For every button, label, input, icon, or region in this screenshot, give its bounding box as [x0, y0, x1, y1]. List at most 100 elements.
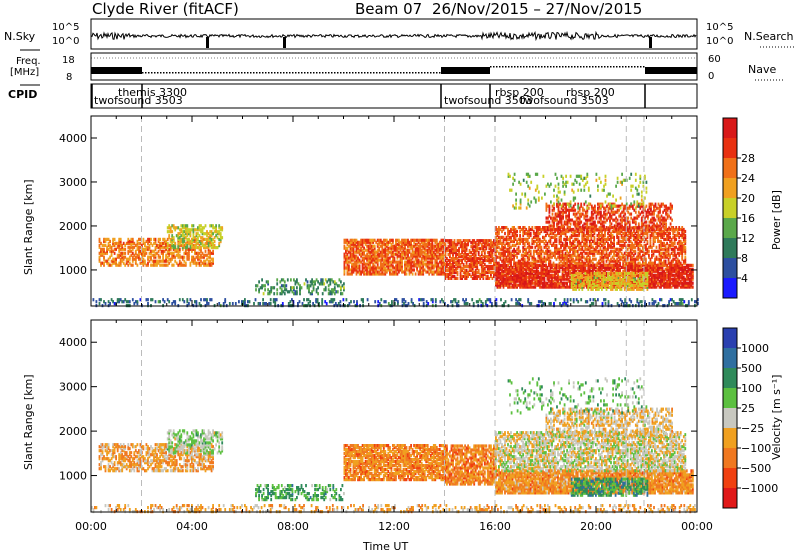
- nave-dot: [643, 66, 645, 68]
- data-cell: [501, 229, 503, 234]
- data-cell: [389, 250, 391, 254]
- data-cell: [429, 268, 432, 272]
- data-cell: [407, 254, 409, 258]
- data-cell: [546, 247, 549, 251]
- data-cell: [505, 269, 508, 273]
- data-cell: [446, 249, 448, 253]
- data-cell: [355, 266, 358, 270]
- data-cell: [528, 245, 531, 249]
- data-cell: [458, 255, 460, 259]
- data-cell: [219, 236, 222, 240]
- nave-dot: [616, 66, 618, 68]
- data-cell: [507, 259, 509, 263]
- data-cell: [204, 298, 207, 302]
- data-cell: [258, 290, 260, 294]
- data-cell: [476, 258, 479, 263]
- data-cell: [672, 273, 675, 277]
- data-cell: [575, 265, 578, 269]
- data-cell: [361, 242, 364, 246]
- data-cell: [154, 259, 157, 263]
- data-cell: [375, 260, 378, 264]
- data-cell: [312, 284, 315, 288]
- data-cell: [162, 253, 164, 257]
- data-cell: [127, 237, 130, 241]
- data-cell: [200, 230, 202, 234]
- data-cell: [522, 241, 525, 245]
- data-cell: [655, 267, 658, 271]
- data-cell: [283, 284, 286, 288]
- data-cell: [531, 273, 534, 277]
- data-cell: [309, 300, 311, 304]
- data-cell: [572, 265, 575, 269]
- data-cell: [664, 273, 667, 277]
- data-cell: [535, 277, 538, 281]
- data-cell: [189, 246, 192, 250]
- data-cell: [508, 257, 511, 261]
- data-cell: [147, 255, 149, 259]
- data-cell: [420, 270, 423, 274]
- data-cell: [124, 251, 127, 255]
- data-cell: [499, 263, 502, 267]
- data-cell: [658, 285, 661, 289]
- data-cell: [622, 269, 625, 273]
- data-cell: [303, 298, 305, 302]
- data-cell: [468, 268, 471, 272]
- data-cell: [358, 268, 361, 272]
- data-cell: [552, 273, 555, 277]
- data-cell: [107, 243, 110, 247]
- data-cell: [297, 302, 299, 306]
- data-cell: [419, 252, 422, 256]
- data-cell: [502, 237, 505, 241]
- data-cell: [495, 257, 497, 261]
- data-cell: [153, 261, 155, 265]
- data-cell: [561, 275, 564, 279]
- data-cell: [502, 257, 505, 261]
- data-cell: [194, 300, 196, 304]
- data-cell: [462, 274, 465, 278]
- data-cell: [658, 265, 661, 269]
- data-cell: [551, 275, 553, 279]
- data-cell: [203, 263, 205, 267]
- data-cell: [115, 261, 117, 265]
- data-cell: [576, 281, 579, 285]
- nave-dot: [376, 72, 378, 74]
- data-cell: [321, 282, 324, 286]
- data-cell: [666, 263, 668, 267]
- data-cell: [581, 269, 584, 273]
- data-cell: [127, 245, 130, 249]
- data-cell: [352, 244, 355, 248]
- data-cell: [432, 238, 435, 242]
- data-cell: [502, 263, 505, 267]
- data-cell: [141, 251, 143, 255]
- data-cell: [548, 261, 550, 265]
- data-cell: [390, 246, 393, 250]
- data-cell: [543, 279, 546, 283]
- data-cell: [687, 302, 690, 306]
- data-cell: [414, 252, 417, 256]
- data-cell: [452, 270, 454, 274]
- data-cell: [670, 265, 673, 269]
- data-cell: [666, 279, 668, 283]
- data-cell: [194, 245, 196, 249]
- data-cell: [423, 258, 426, 262]
- data-cell: [414, 238, 417, 242]
- data-cell: [366, 266, 368, 270]
- data-cell: [210, 234, 213, 238]
- data-cell: [425, 262, 428, 266]
- data-cell: [480, 251, 483, 255]
- data-cell: [681, 283, 684, 287]
- data-cell: [404, 256, 406, 260]
- data-cell: [535, 279, 538, 283]
- data-cell: [405, 252, 408, 256]
- data-cell: [210, 261, 213, 265]
- nave-dot: [301, 72, 303, 74]
- data-cell: [569, 275, 571, 279]
- data-cell: [464, 268, 466, 272]
- data-cell: [563, 283, 565, 287]
- data-cell: [198, 251, 201, 255]
- data-cell: [358, 250, 361, 254]
- data-cell: [142, 237, 145, 241]
- data-cell: [128, 245, 131, 249]
- data-cell: [405, 268, 408, 272]
- data-cell: [626, 265, 629, 269]
